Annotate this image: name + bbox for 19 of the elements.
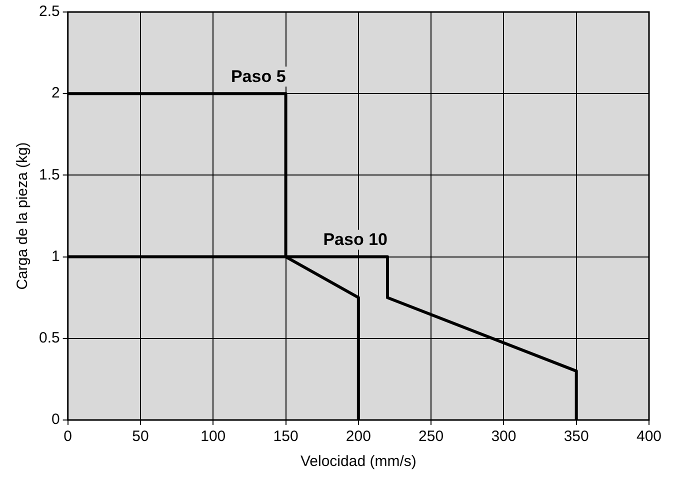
x-tick-label: 0 <box>64 428 72 446</box>
series-label: Paso 5 <box>230 66 286 86</box>
x-tick-label: 400 <box>636 428 662 446</box>
x-tick-label: 300 <box>491 428 516 446</box>
x-tick-label: 50 <box>132 428 149 446</box>
x-tick-label: 100 <box>200 428 226 446</box>
x-tick-label: 200 <box>346 428 371 446</box>
x-tick-label: 250 <box>418 428 444 446</box>
series-label: Paso 10 <box>323 230 388 249</box>
y-tick-label: 1.5 <box>38 166 60 184</box>
y-tick-label: 0 <box>52 411 60 428</box>
y-tick-label: 2.5 <box>38 3 60 20</box>
x-tick-label: 350 <box>564 428 589 446</box>
y-tick-label: 2 <box>52 84 60 102</box>
x-tick-label: 150 <box>273 428 298 446</box>
y-tick-label: 1 <box>52 248 60 265</box>
y-axis-title: Carga de la pieza (kg) <box>14 142 32 290</box>
y-tick-label: 0.5 <box>38 330 60 347</box>
x-axis-title: Velocidad (mm/s) <box>300 453 416 470</box>
